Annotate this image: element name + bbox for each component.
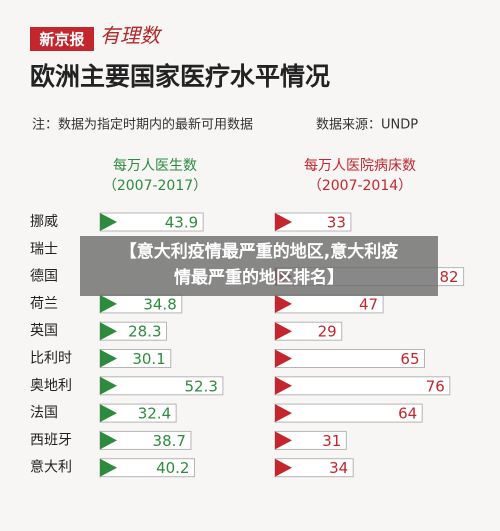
bar-marker	[275, 322, 292, 341]
category-label: 德国	[30, 269, 58, 285]
bar-marker	[100, 349, 117, 368]
value-label: 82	[440, 268, 459, 286]
source: 数据来源：UNDP	[316, 118, 418, 133]
overlay-text: 情最严重的地区排名】	[174, 267, 344, 288]
bar-marker	[100, 322, 117, 341]
value-label: 76	[426, 377, 445, 395]
value-label: 43.9	[165, 214, 198, 232]
overlay-box	[80, 236, 438, 296]
bar-marker	[275, 431, 292, 450]
logo: 新京报	[39, 31, 84, 49]
bar	[274, 376, 451, 396]
bar-marker	[100, 213, 117, 231]
brand: 有理数	[100, 26, 163, 48]
overlay-text: 【意大利疫情最严重的地区,意大利疫	[120, 241, 398, 262]
bar-marker	[275, 458, 292, 477]
value-label: 28.3	[128, 323, 161, 341]
category-label: 西班牙	[30, 432, 72, 448]
category-label: 瑞士	[30, 241, 58, 257]
category-label: 法国	[30, 405, 58, 421]
category-label: 比利时	[30, 351, 72, 367]
value-label: 34.8	[143, 295, 176, 313]
value-label: 52.3	[184, 377, 217, 395]
value-label: 65	[400, 350, 419, 368]
value-label: 64	[398, 405, 417, 423]
logo-box	[30, 27, 94, 51]
category-label: 挪威	[30, 214, 58, 230]
value-label: 31	[322, 432, 341, 450]
value-label: 34	[329, 459, 348, 477]
value-label: 32.4	[138, 405, 171, 423]
bar-marker	[100, 376, 117, 395]
bar-marker	[100, 458, 117, 477]
category-label: 奥地利	[30, 377, 72, 394]
series-period: （2007-2014）	[308, 178, 412, 194]
series-name: 每万人医院病床数	[304, 158, 416, 174]
bar-marker	[275, 349, 292, 368]
value-label: 30.1	[132, 350, 165, 368]
series-name: 每万人医生数	[113, 158, 197, 174]
value-label: 29	[318, 323, 337, 341]
bar-marker	[275, 376, 292, 395]
value-label: 47	[359, 295, 378, 313]
note: 注：数据为指定时期内的最新可用数据	[32, 117, 253, 133]
bar-marker	[100, 404, 117, 423]
bar-marker	[275, 294, 292, 313]
bar-marker	[275, 404, 292, 423]
value-label: 38.7	[153, 432, 186, 450]
bar-marker	[100, 431, 117, 450]
value-label: 40.2	[156, 459, 189, 477]
category-label: 荷兰	[30, 296, 58, 312]
series-period: （2007-2017）	[103, 178, 207, 194]
title: 欧洲主要国家医疗水平情况	[30, 62, 330, 91]
category-label: 英国	[30, 322, 58, 339]
value-label: 33	[327, 214, 346, 232]
bar-marker	[100, 294, 117, 313]
bar-marker	[275, 213, 292, 231]
category-label: 意大利	[30, 459, 72, 476]
